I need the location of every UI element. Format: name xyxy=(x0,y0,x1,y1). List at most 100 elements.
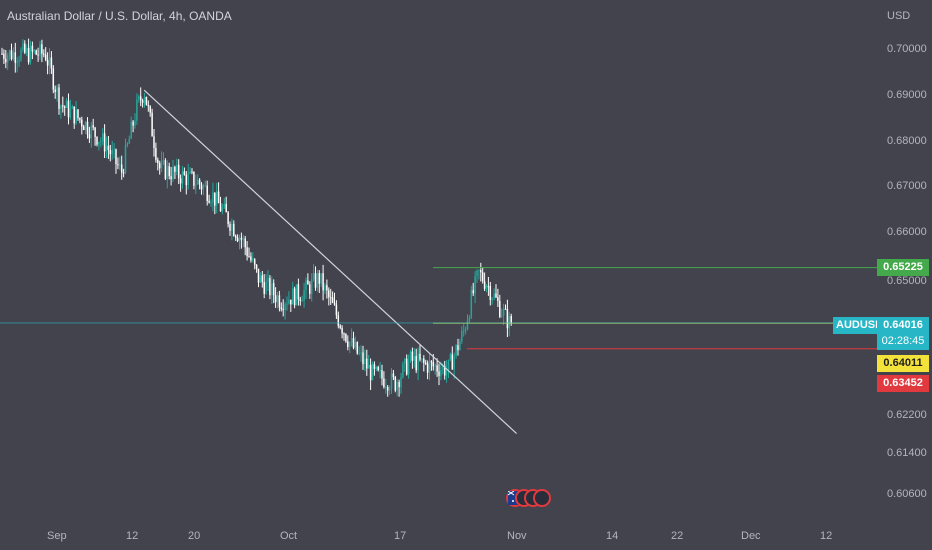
candle-body xyxy=(487,286,490,288)
candle-body xyxy=(31,45,34,52)
candle-body xyxy=(43,53,45,55)
candle-body xyxy=(126,143,129,146)
candle-body xyxy=(443,365,446,376)
candle-body xyxy=(81,119,83,127)
candle-body xyxy=(134,120,136,126)
candle-body xyxy=(187,173,189,186)
candle-body xyxy=(386,387,389,391)
candle-body xyxy=(58,87,60,109)
candle-body xyxy=(424,362,427,364)
candle-body xyxy=(63,106,66,108)
candle-body xyxy=(195,184,197,186)
candle-body xyxy=(6,55,9,63)
candle-body xyxy=(69,108,72,118)
x-tick-label: Dec xyxy=(741,530,761,542)
candle-body xyxy=(10,50,13,60)
candle-body xyxy=(483,281,486,289)
x-tick-label: 12 xyxy=(126,530,138,542)
candle-body xyxy=(54,89,56,92)
candle-body xyxy=(510,316,512,324)
candle-body xyxy=(18,59,20,62)
candle-body xyxy=(423,358,425,363)
candle-body xyxy=(176,164,178,172)
candle-body xyxy=(147,104,150,107)
candle-body xyxy=(117,164,119,166)
candle-body xyxy=(468,317,471,321)
candle-body xyxy=(29,45,32,63)
candle-body xyxy=(265,281,267,294)
candle-body xyxy=(174,166,176,172)
candle-body xyxy=(71,106,74,109)
candle-body xyxy=(208,200,210,203)
candle-body xyxy=(495,293,497,298)
candle-body xyxy=(75,109,77,124)
candle-body xyxy=(67,100,70,118)
candle-body xyxy=(310,279,313,294)
candle-body xyxy=(405,358,408,375)
candle-body xyxy=(263,282,265,294)
candle-body xyxy=(421,358,423,360)
candle-body xyxy=(506,309,509,329)
candle-body xyxy=(480,270,482,273)
candle-body xyxy=(115,149,117,165)
candle-body xyxy=(367,364,370,369)
candle-body xyxy=(48,57,51,66)
last-price-value: 0.64016 xyxy=(883,319,923,331)
candle-body xyxy=(497,297,499,301)
candle-body xyxy=(341,327,343,334)
candle-body xyxy=(170,176,172,180)
candle-body xyxy=(20,50,22,60)
candle-body xyxy=(352,338,355,348)
candle-body xyxy=(385,387,387,389)
candle-body xyxy=(60,105,62,109)
candle-body xyxy=(318,273,321,284)
candle-body xyxy=(12,52,15,60)
candle-body xyxy=(267,278,269,282)
candle-body xyxy=(96,136,98,145)
candle-body xyxy=(253,259,256,265)
candle-body xyxy=(166,166,169,179)
candle-body xyxy=(329,297,332,299)
candle-body xyxy=(464,329,467,331)
candle-body xyxy=(56,87,58,92)
candle-body xyxy=(303,290,305,301)
candle-body xyxy=(92,125,94,128)
candle-body xyxy=(200,184,203,190)
x-tick-label: 17 xyxy=(394,530,406,542)
candle-body xyxy=(244,238,246,248)
candle-body xyxy=(288,299,290,304)
x-tick-label: 22 xyxy=(671,530,683,542)
candle-body xyxy=(141,100,144,103)
candle-body xyxy=(248,256,250,258)
y-tick-label: 0.67000 xyxy=(887,180,927,192)
candle-body xyxy=(73,106,75,124)
candle-body xyxy=(293,288,296,306)
x-tick-label: Nov xyxy=(507,530,527,542)
candle-body xyxy=(35,50,37,55)
x-tick-label: Sep xyxy=(47,530,67,542)
candle-body xyxy=(504,308,507,310)
candle-body xyxy=(255,264,258,269)
candle-body xyxy=(252,259,254,261)
time-axis[interactable]: Sep 12 20 Oct 17 Nov 14 22 Dec 12 xyxy=(47,530,832,542)
candle-body xyxy=(453,355,455,370)
candle-body xyxy=(388,388,391,391)
price-axis[interactable]: 0.70000 0.69000 0.68000 0.67000 0.66000 … xyxy=(887,43,927,500)
candle-body xyxy=(392,373,395,378)
candle-body xyxy=(1,53,3,55)
candle-body xyxy=(400,377,402,388)
candle-body xyxy=(396,381,398,391)
candle-body xyxy=(432,362,435,367)
economic-events[interactable] xyxy=(506,489,566,511)
currency-label: USD xyxy=(887,10,911,22)
y-tick-label: 0.65000 xyxy=(887,275,927,287)
candle-body xyxy=(98,141,100,145)
y-tick-label: 0.69000 xyxy=(887,89,927,101)
candle-body xyxy=(221,207,224,212)
candle-body xyxy=(136,99,138,121)
event-flag-icon[interactable] xyxy=(533,489,551,507)
candle-body xyxy=(143,96,146,103)
candle-body xyxy=(466,320,469,330)
candle-body xyxy=(297,284,300,300)
